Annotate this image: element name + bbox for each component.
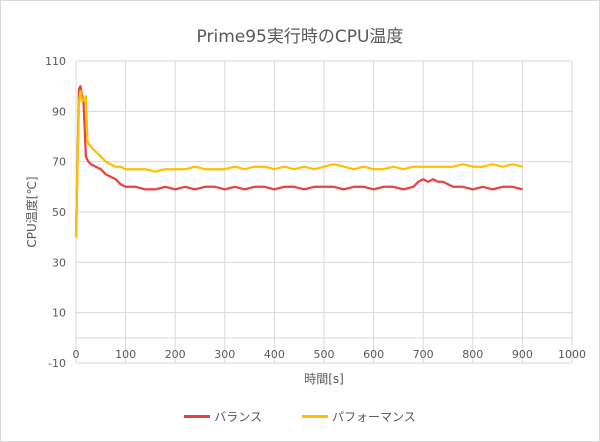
- x-tick-label: 500: [314, 348, 335, 361]
- x-tick-label: 600: [363, 348, 384, 361]
- y-tick-label: -10: [48, 357, 66, 370]
- legend-item-balance[interactable]: バランス: [184, 408, 262, 425]
- x-tick-label: 900: [512, 348, 533, 361]
- y-tick-label: 50: [52, 206, 66, 219]
- x-tick-label: 1000: [558, 348, 586, 361]
- series-line-0: [74, 85, 523, 238]
- legend-swatch-performance: [302, 415, 328, 418]
- x-tick-label: 400: [264, 348, 285, 361]
- x-tick-label: 0: [73, 348, 80, 361]
- y-axis-title: CPU温度[℃]: [24, 176, 39, 247]
- y-tick-label: 10: [52, 307, 66, 320]
- y-tick-label: 30: [52, 256, 66, 269]
- x-tick-label: 300: [214, 348, 235, 361]
- x-tick-label: 700: [413, 348, 434, 361]
- legend-label-performance: パフォーマンス: [332, 410, 416, 424]
- x-tick-label: 100: [115, 348, 136, 361]
- y-tick-label: 70: [52, 156, 66, 169]
- chart-title: Prime95実行時のCPU温度: [196, 27, 404, 47]
- y-tick-label: 110: [45, 55, 66, 68]
- x-tick-label: 800: [462, 348, 483, 361]
- gridlines: [75, 60, 573, 364]
- x-axis-title: 時間[s]: [304, 372, 344, 386]
- y-axis-ticks: -10 10 30 50 70 90 110: [45, 55, 66, 370]
- x-axis-ticks: 0 100 200 300 400 500 600 700 800 900 1000: [73, 348, 587, 361]
- legend-item-performance[interactable]: パフォーマンス: [302, 408, 416, 425]
- legend-swatch-balance: [184, 415, 211, 418]
- y-tick-label: 90: [52, 105, 66, 118]
- x-tick-label: 200: [165, 348, 186, 361]
- legend: バランス パフォーマンス: [0, 408, 600, 425]
- data-series: [74, 85, 523, 238]
- legend-label-balance: バランス: [214, 410, 262, 424]
- series-line-1: [74, 90, 523, 238]
